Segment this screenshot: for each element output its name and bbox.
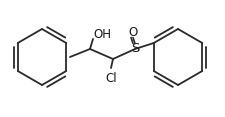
Text: OH: OH bbox=[93, 29, 111, 42]
Text: S: S bbox=[131, 42, 139, 55]
Text: O: O bbox=[128, 26, 138, 38]
Text: Cl: Cl bbox=[105, 72, 117, 85]
